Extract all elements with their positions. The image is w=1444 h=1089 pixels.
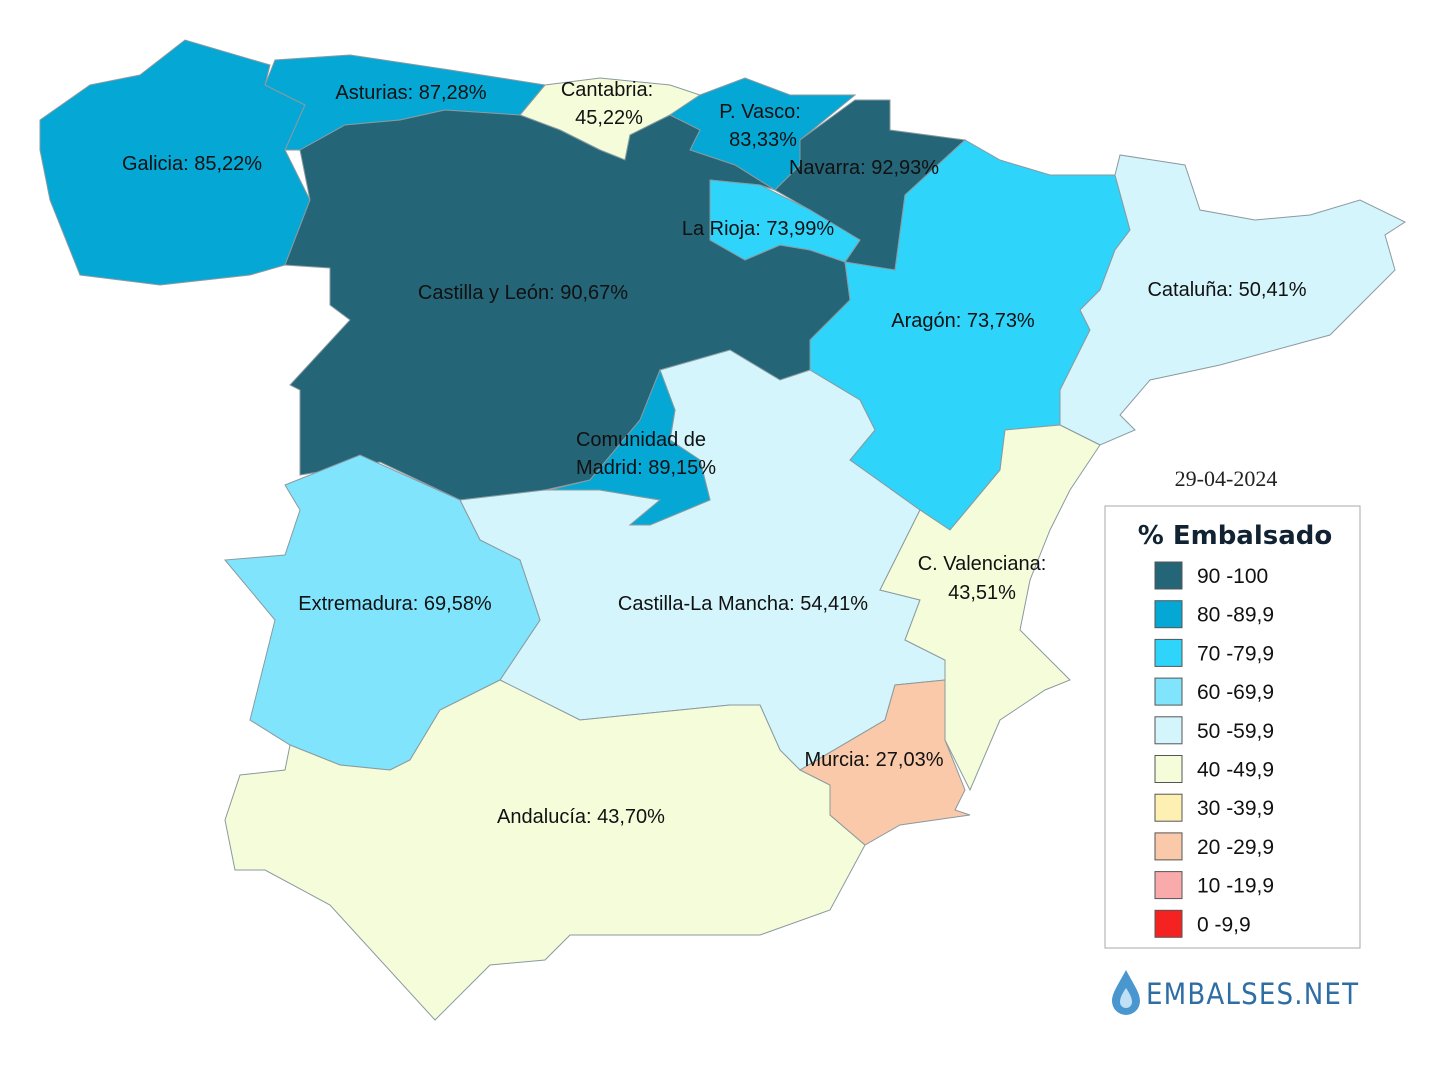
- region-label: 83,33%: [729, 129, 797, 151]
- region-label: Madrid: 89,15%: [576, 457, 716, 479]
- region-label: Navarra: 92,93%: [789, 157, 939, 179]
- legend-label: 10 -19,9: [1197, 875, 1274, 898]
- legend-label: 30 -39,9: [1197, 797, 1274, 820]
- legend-swatch: [1154, 600, 1183, 629]
- legend-label: 60 -69,9: [1197, 681, 1274, 704]
- region-label: P. Vasco:: [719, 101, 801, 123]
- logo-text: EMBALSES.NET: [1146, 977, 1359, 1011]
- region-label: Cantabria:: [561, 79, 653, 101]
- logo-drop-inner: [1120, 988, 1132, 1008]
- legend-label: 70 -79,9: [1197, 642, 1274, 665]
- legend-swatch: [1154, 677, 1183, 706]
- legend-swatch: [1154, 638, 1183, 667]
- legend-swatch: [1154, 832, 1183, 861]
- legend-swatch: [1154, 755, 1183, 783]
- legend-label: 50 -59,9: [1197, 720, 1274, 743]
- legend-swatch: [1154, 716, 1183, 745]
- legend-swatch: [1154, 561, 1183, 590]
- region-galicia: [39, 39, 311, 286]
- region-label: Comunidad de: [576, 429, 706, 451]
- region-andalucia: [224, 679, 866, 1021]
- region-label: Extremadura: 69,58%: [298, 593, 492, 615]
- legend-label: 0 -9,9: [1197, 913, 1251, 936]
- legend-swatch: [1154, 909, 1183, 938]
- region-la-rioja: [709, 179, 861, 263]
- region-label: Castilla-La Mancha: 54,41%: [618, 593, 868, 615]
- legend-swatch: [1154, 871, 1183, 900]
- logo: EMBALSES.NET: [1112, 970, 1359, 1015]
- region-label: Andalucía: 43,70%: [497, 806, 665, 828]
- legend-label: 90 -100: [1197, 565, 1268, 588]
- region-label: Aragón: 73,73%: [891, 310, 1035, 332]
- region-label: Murcia: 27,03%: [805, 749, 944, 771]
- legend-title: % Embalsado: [1138, 521, 1333, 551]
- region-madrid: [549, 368, 711, 526]
- regions: [39, 39, 1407, 1021]
- legend-items: 90 -100 80 -89,9 70 -79,9 60 -69,9 50 -59,9 4…: [1154, 561, 1274, 938]
- region-label: 43,51%: [948, 582, 1016, 604]
- legend-box: [1104, 505, 1361, 949]
- region-label: Castilla y León: 90,67%: [418, 282, 628, 304]
- region-murcia: [798, 679, 971, 846]
- legend-label: 40 -49,9: [1197, 759, 1274, 782]
- region-label: 45,22%: [575, 107, 643, 129]
- legend-label: 20 -29,9: [1197, 836, 1274, 859]
- legend-label: 80 -89,9: [1197, 604, 1274, 627]
- region-labels: Galicia: 85,22% Asturias: 87,28% Cantabr…: [122, 79, 1307, 828]
- region-label: La Rioja: 73,99%: [682, 218, 835, 240]
- region-c-valenciana: [879, 424, 1101, 792]
- region-label: Galicia: 85,22%: [122, 153, 262, 175]
- date: 29-04-2024: [1175, 466, 1278, 491]
- region-label: Cataluña: 50,41%: [1147, 279, 1306, 301]
- region-label: Asturias: 87,28%: [335, 82, 486, 104]
- region-cataluna: [1059, 154, 1407, 446]
- legend-swatch: [1154, 793, 1183, 822]
- region-label: C. Valenciana:: [918, 553, 1047, 575]
